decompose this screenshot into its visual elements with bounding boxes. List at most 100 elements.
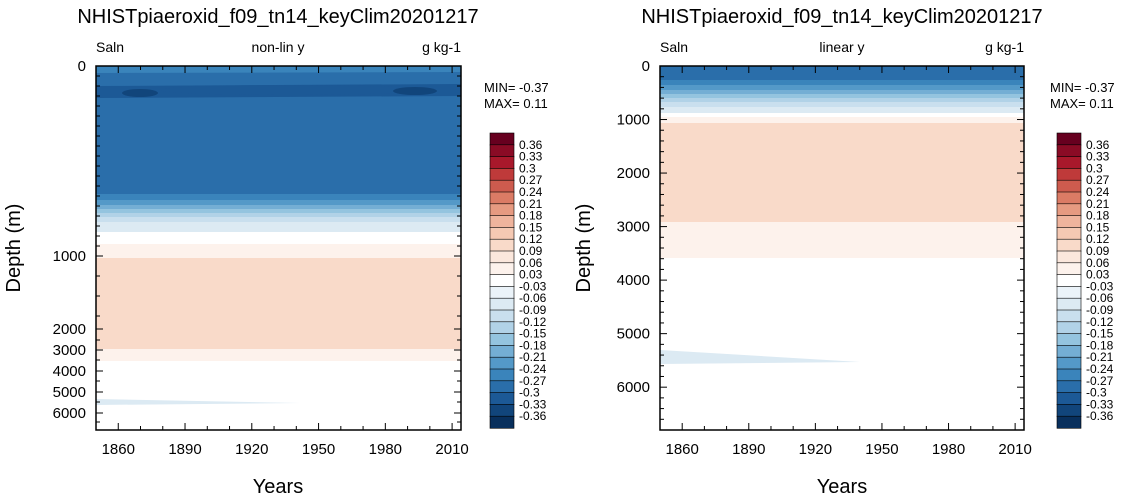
y-tick-label: 5000 xyxy=(53,384,86,401)
colorbar-swatch xyxy=(1056,415,1082,429)
colorbar-label: -0.36 xyxy=(519,409,547,423)
y-tick-label: 1000 xyxy=(53,248,86,265)
x-tick-label: 1950 xyxy=(302,441,335,458)
colorbar-swatch xyxy=(1056,227,1082,240)
colorbar-swatch xyxy=(1056,356,1082,370)
colorbar-label: -0.21 xyxy=(519,350,547,364)
colorbar-label: 0.09 xyxy=(1086,244,1110,258)
left-x-axis: 1860 1890 1920 1950 1980 2010 xyxy=(102,66,469,458)
left-max-label: MAX= 0.11 xyxy=(484,96,548,111)
left-units-label: g kg-1 xyxy=(422,39,461,55)
colorbar-label: 0.21 xyxy=(519,197,543,211)
y-tick-label: 2000 xyxy=(617,165,650,182)
colorbar-label: 0.18 xyxy=(1086,209,1110,223)
colorbar-swatch xyxy=(1056,404,1082,417)
x-tick-label: 1920 xyxy=(235,441,268,458)
colorbar-swatch xyxy=(1056,392,1082,406)
colorbar-label: 0.03 xyxy=(1086,268,1110,282)
left-min-label: MIN= -0.37 xyxy=(484,80,549,95)
colorbar-swatch xyxy=(489,392,515,406)
y-tick-label: 1000 xyxy=(617,112,650,129)
colorbar-label: 0.27 xyxy=(1086,173,1110,187)
x-tick-label: 1860 xyxy=(666,441,699,458)
colorbar-swatch xyxy=(1056,345,1082,358)
colorbar-swatch xyxy=(489,333,515,347)
right-y-axis-label: Depth (m) xyxy=(573,204,595,293)
colorbar-label: -0.33 xyxy=(1086,397,1114,411)
colorbar-swatch xyxy=(489,168,515,181)
colorbar-swatch xyxy=(489,191,515,205)
x-tick-label: 1890 xyxy=(168,441,201,458)
colorbar-swatch xyxy=(489,250,515,264)
colorbar-swatch xyxy=(489,286,515,299)
colorbar-swatch xyxy=(489,156,515,170)
left-panel: NHISTpiaeroxid_f09_tn14_keyClim20201217 … xyxy=(3,6,549,498)
right-max-label: MAX= 0.11 xyxy=(1050,96,1114,111)
colorbar-label: -0.24 xyxy=(519,362,547,376)
y-tick-label: 4000 xyxy=(617,272,650,289)
colorbar-swatch xyxy=(489,238,515,252)
colorbar-label: 0.15 xyxy=(1086,220,1110,234)
x-tick-label: 2010 xyxy=(998,441,1031,458)
left-plot-frame xyxy=(95,65,462,431)
colorbar-label: -0.18 xyxy=(519,338,547,352)
colorbar-label: -0.09 xyxy=(519,303,547,317)
colorbar-swatch xyxy=(1056,215,1082,229)
colorbar-label: -0.15 xyxy=(1086,327,1114,341)
colorbar-swatch xyxy=(1056,262,1082,276)
colorbar-label: 0.24 xyxy=(1086,185,1110,199)
colorbar-label: 0.18 xyxy=(519,209,543,223)
colorbar-label: 0.33 xyxy=(1086,150,1110,164)
x-tick-label: 1860 xyxy=(102,441,135,458)
right-min-label: MIN= -0.37 xyxy=(1050,80,1115,95)
colorbar-label: -0.12 xyxy=(1086,315,1114,329)
colorbar-swatch xyxy=(1056,274,1082,288)
right-units-label: g kg-1 xyxy=(985,39,1024,55)
left-scale-label: non-lin y xyxy=(252,39,305,55)
colorbar-swatch xyxy=(1056,179,1082,193)
colorbar-label: -0.12 xyxy=(519,315,547,329)
colorbar-swatch xyxy=(489,345,515,358)
colorbar-swatch xyxy=(489,262,515,276)
right-colorbar: 0.360.330.30.270.240.210.180.150.120.090… xyxy=(1056,132,1114,429)
colorbar-swatch xyxy=(1056,168,1082,181)
colorbar-swatch xyxy=(1056,191,1082,205)
colorbar-label: -0.09 xyxy=(1086,303,1114,317)
x-tick-label: 1950 xyxy=(865,441,898,458)
colorbar-swatch xyxy=(1056,380,1082,394)
y-tick-label: 4000 xyxy=(53,363,86,380)
colorbar-label: 0.3 xyxy=(519,161,536,175)
x-tick-label: 1980 xyxy=(932,441,965,458)
colorbar-swatch xyxy=(489,215,515,229)
colorbar-label: -0.03 xyxy=(519,279,547,293)
colorbar-label: -0.3 xyxy=(519,386,540,400)
right-y-axis: 0 1000 2000 3000 4000 5000 6000 xyxy=(617,58,1024,420)
colorbar-label: -0.21 xyxy=(1086,350,1114,364)
colorbar-swatch xyxy=(1056,203,1082,217)
colorbar-swatch xyxy=(1056,333,1082,347)
y-tick-label: 6000 xyxy=(617,379,650,396)
colorbar-label: 0.03 xyxy=(519,268,543,282)
colorbar-label: -0.06 xyxy=(519,291,547,305)
colorbar-label: 0.15 xyxy=(519,220,543,234)
colorbar-label: 0.27 xyxy=(519,173,543,187)
colorbar-swatch xyxy=(489,274,515,288)
right-scale-label: linear y xyxy=(819,39,864,55)
colorbar-label: 0.33 xyxy=(519,150,543,164)
right-contour-field xyxy=(660,66,1024,430)
y-tick-label: 6000 xyxy=(53,405,86,422)
colorbar-swatch xyxy=(1056,132,1082,146)
colorbar-label: 0.12 xyxy=(519,232,543,246)
colorbar-label: 0.36 xyxy=(1086,138,1110,152)
colorbar-swatch xyxy=(489,227,515,240)
colorbar-label: 0.36 xyxy=(519,138,543,152)
colorbar-swatch xyxy=(1056,286,1082,299)
colorbar-swatch xyxy=(489,179,515,193)
right-x-axis: 1860 1890 1920 1950 1980 2010 xyxy=(666,66,1032,458)
colorbar-swatch xyxy=(1056,144,1082,158)
colorbar-swatch xyxy=(489,309,515,323)
colorbar-label: 0.3 xyxy=(1086,161,1103,175)
colorbar-label: 0.24 xyxy=(519,185,543,199)
left-chart-title: NHISTpiaeroxid_f09_tn14_keyClim20201217 xyxy=(77,6,478,28)
